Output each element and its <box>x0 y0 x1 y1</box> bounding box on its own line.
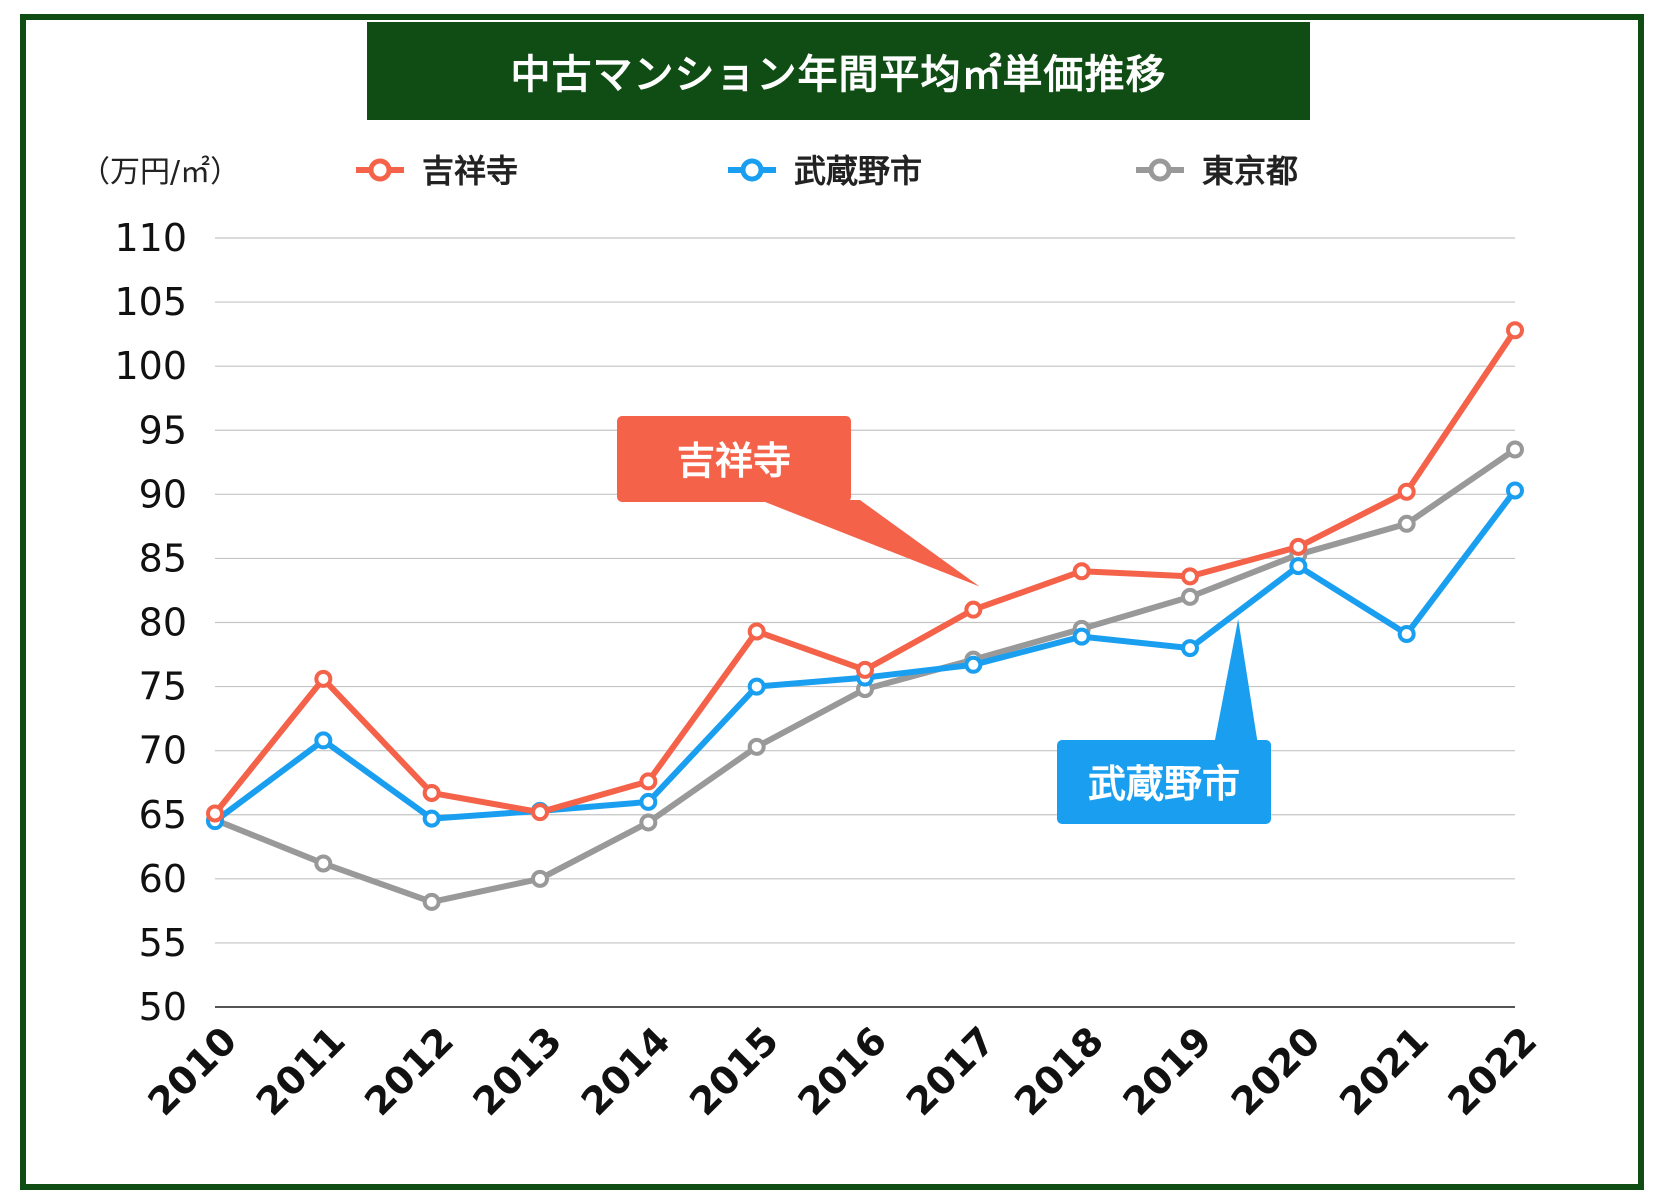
legend-marker <box>740 158 764 182</box>
data-point <box>206 804 224 823</box>
series-line <box>212 327 1518 817</box>
x-axis-ticks: 2010 2011 2012 2013 2014 2015 2016 2017 2018 2019… <box>139 1018 1545 1124</box>
x-tick-label: 2019 <box>1114 1018 1220 1124</box>
data-point <box>747 677 766 696</box>
data-point <box>314 854 333 873</box>
callout-label-kichijoji: 吉祥寺 <box>677 439 791 483</box>
legend-label: 吉祥寺 <box>422 152 518 190</box>
x-tick-label: 2012 <box>356 1018 462 1124</box>
x-tick-label: 2020 <box>1223 1018 1329 1124</box>
data-point <box>1397 482 1416 501</box>
data-point <box>1506 440 1524 459</box>
callout-label-musashino: 武蔵野市 <box>1088 762 1240 806</box>
x-tick-label: 2014 <box>573 1018 679 1124</box>
legend-label: 東京都 <box>1202 152 1298 190</box>
data-point <box>422 892 441 911</box>
data-point <box>964 600 983 619</box>
data-point <box>1397 514 1416 533</box>
data-point <box>639 792 658 811</box>
data-point <box>856 660 874 679</box>
y-tick-label: 110 <box>114 216 187 260</box>
callout-pointer-kichijoji <box>760 500 980 587</box>
x-tick-label: 2017 <box>898 1018 1004 1124</box>
legend: 吉祥寺 武蔵野市 東京都 <box>356 152 1298 190</box>
callout-box-musashino <box>1057 740 1271 824</box>
data-point <box>1181 587 1199 606</box>
y-tick-label: 70 <box>139 729 187 773</box>
data-point <box>1072 627 1091 646</box>
data-point <box>1397 625 1416 644</box>
y-tick-label: 90 <box>139 472 187 516</box>
x-tick-label: 2022 <box>1439 1018 1545 1124</box>
data-point <box>639 813 658 832</box>
data-point <box>1289 557 1308 576</box>
y-tick-label: 50 <box>139 985 187 1029</box>
chart-title: 中古マンション年間平均㎡単価推移 <box>367 22 1310 120</box>
y-tick-label: 60 <box>139 857 187 901</box>
data-point <box>1506 481 1524 500</box>
data-point <box>531 803 549 822</box>
x-tick-label: 2015 <box>681 1018 787 1124</box>
data-point <box>531 869 549 888</box>
x-tick-label: 2016 <box>789 1018 895 1124</box>
data-point <box>1506 321 1524 340</box>
data-point <box>964 655 983 674</box>
y-tick-label: 85 <box>139 536 187 580</box>
series-lines <box>206 321 1524 911</box>
callout-pointer-musashino <box>1214 619 1258 745</box>
x-tick-label: 2011 <box>248 1018 354 1124</box>
data-point <box>747 622 766 641</box>
y-unit-label: （万円/㎡） <box>80 155 240 190</box>
x-tick-label: 2021 <box>1331 1018 1437 1124</box>
data-point <box>422 809 441 828</box>
legend-label: 武蔵野市 <box>794 152 922 190</box>
y-tick-label: 80 <box>139 601 187 645</box>
x-tick-label: 2010 <box>139 1018 245 1124</box>
callout-box-kichijoji <box>617 416 851 502</box>
data-point <box>314 669 333 688</box>
y-tick-label: 105 <box>114 280 187 324</box>
legend-marker <box>1148 158 1172 182</box>
x-tick-label: 2018 <box>1006 1018 1112 1124</box>
data-point <box>639 772 658 791</box>
data-point <box>314 731 333 750</box>
y-axis-ticks: 50 55 60 65 70 75 80 85 90 95 100 105 110 <box>114 216 187 1029</box>
data-point <box>1181 639 1199 658</box>
data-point <box>422 783 441 802</box>
y-tick-label: 100 <box>114 344 187 388</box>
chart-frame <box>20 14 1644 1190</box>
legend-marker <box>368 158 392 182</box>
data-point <box>1181 567 1199 586</box>
y-tick-label: 65 <box>139 793 187 837</box>
x-tick-label: 2013 <box>464 1018 570 1124</box>
data-point <box>1072 562 1091 581</box>
y-tick-label: 95 <box>139 408 187 452</box>
data-point <box>747 737 766 756</box>
data-point <box>1289 537 1308 556</box>
y-tick-label: 55 <box>139 921 187 965</box>
y-tick-label: 75 <box>139 665 187 709</box>
